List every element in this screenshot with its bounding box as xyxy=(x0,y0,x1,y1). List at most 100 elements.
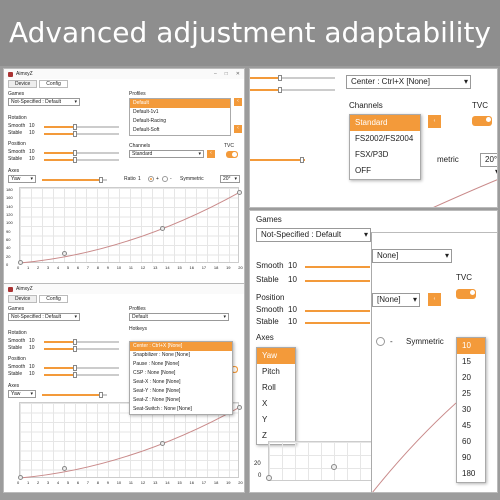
symmetric-select[interactable]: 20° xyxy=(480,153,497,178)
position-stable-slider[interactable] xyxy=(44,157,119,163)
channel-action-button[interactable]: ‹ xyxy=(428,115,441,128)
zoom-slider-mid[interactable] xyxy=(250,157,305,163)
sym-item[interactable]: 10 xyxy=(457,338,485,354)
rotation-stable-slider[interactable] xyxy=(44,346,119,352)
hotkey-item[interactable]: CSP : None [None] xyxy=(133,370,176,376)
sym-item[interactable]: 15 xyxy=(462,357,471,366)
curve-graph[interactable] xyxy=(266,441,372,481)
profile-item[interactable]: Default xyxy=(130,99,230,108)
axis-item[interactable]: Yaw xyxy=(257,348,295,364)
rotation-stable-slider[interactable] xyxy=(305,280,370,282)
hotkey-item[interactable]: Seat-Switch : None [None] xyxy=(133,406,192,412)
axis-item[interactable]: Pitch xyxy=(262,367,280,376)
curve-point[interactable] xyxy=(331,464,337,470)
y-tick: 0 xyxy=(6,261,9,267)
tab-config[interactable]: Config xyxy=(39,295,68,303)
curve-point[interactable] xyxy=(160,441,165,446)
sym-item[interactable]: 60 xyxy=(462,437,471,446)
maximize-icon[interactable]: □ xyxy=(224,71,228,77)
axis-item[interactable]: Roll xyxy=(262,383,276,392)
hotkey-item[interactable]: Pause : None [None] xyxy=(133,361,180,367)
symmetric-select[interactable]: 20° xyxy=(220,175,240,183)
radio-plus[interactable] xyxy=(148,176,154,182)
minimize-icon[interactable]: – xyxy=(213,71,217,77)
profile-item[interactable]: Default-Racing xyxy=(133,118,167,124)
sym-item[interactable]: 30 xyxy=(462,405,471,414)
position-stable-slider[interactable] xyxy=(44,372,119,378)
sym-item[interactable]: 180 xyxy=(462,469,476,478)
curve-point[interactable] xyxy=(237,405,242,410)
curve-graph[interactable] xyxy=(18,402,242,480)
position-stable-value: 10 xyxy=(29,371,35,377)
curve-point[interactable] xyxy=(18,475,23,480)
hotkey-item[interactable]: Seat-Z : None [None] xyxy=(133,397,181,403)
y-tick: 120 xyxy=(6,211,13,217)
sym-item[interactable]: 20 xyxy=(462,373,471,382)
zoom-slider-top[interactable] xyxy=(250,75,335,81)
curve-point[interactable] xyxy=(62,251,67,256)
position-stable-value: 10 xyxy=(288,317,297,326)
axis-item[interactable]: Z xyxy=(262,431,267,440)
games-select[interactable]: Not-Specified : Default xyxy=(8,98,80,106)
radio-minus[interactable] xyxy=(376,337,385,346)
rotation-smooth-slider[interactable] xyxy=(305,266,370,268)
tvc-toggle[interactable] xyxy=(456,289,476,299)
profile-item[interactable]: Default-1v1 xyxy=(133,109,159,115)
hotkey-item[interactable]: Center : Ctrl+X [None] xyxy=(130,342,232,351)
profile-action-button[interactable]: ‹ xyxy=(234,98,242,106)
position-smooth-slider[interactable] xyxy=(305,310,370,312)
rotation-smooth-slider[interactable] xyxy=(44,339,119,345)
channel-item[interactable]: OFF xyxy=(355,166,371,175)
position-smooth-slider[interactable] xyxy=(44,150,119,156)
curve-point[interactable] xyxy=(237,190,242,195)
zoom-slider-top-2[interactable] xyxy=(250,87,335,93)
channel-action-button[interactable]: ‹ xyxy=(428,293,441,306)
curve-point[interactable] xyxy=(18,260,23,265)
ratio-slider[interactable] xyxy=(42,392,107,398)
profiles-select[interactable]: Default xyxy=(129,313,229,321)
channels-select[interactable]: Standard xyxy=(129,150,204,158)
channels-select-partial[interactable]: [None] xyxy=(372,293,420,307)
close-icon[interactable]: ✕ xyxy=(235,71,240,77)
tab-config[interactable]: Config xyxy=(39,80,68,88)
rotation-stable-slider[interactable] xyxy=(44,131,119,137)
position-stable-slider[interactable] xyxy=(305,322,370,324)
x-tick: 15 xyxy=(177,265,182,270)
tvc-label: TVC xyxy=(224,143,234,149)
axis-select[interactable]: Yaw xyxy=(8,390,36,398)
games-select[interactable]: Not-Specified : Default xyxy=(8,313,80,321)
radio-minus[interactable] xyxy=(162,176,168,182)
sym-item[interactable]: 25 xyxy=(462,389,471,398)
tab-device[interactable]: Device xyxy=(8,80,38,88)
x-tick: 18 xyxy=(213,265,219,270)
profile-item[interactable]: Default-Soft xyxy=(133,127,160,133)
stable-label: Stable xyxy=(256,275,279,284)
axis-item[interactable]: Y xyxy=(262,415,268,424)
sym-item[interactable]: 45 xyxy=(462,421,471,430)
rotation-smooth-slider[interactable] xyxy=(44,124,119,130)
hotkey-item[interactable]: Snapbilizer : None [None] xyxy=(133,352,190,358)
axis-select[interactable]: Yaw xyxy=(8,175,36,183)
ratio-slider[interactable] xyxy=(42,177,107,183)
channel-item[interactable]: FSX/P3D xyxy=(355,150,389,159)
curve-point[interactable] xyxy=(266,475,272,481)
hotkey-item[interactable]: Seat-X : None [None] xyxy=(133,379,181,385)
games-select[interactable]: Not-Specified : Default xyxy=(256,228,371,242)
channel-action-button[interactable]: ‹ xyxy=(207,150,215,158)
y-tick: 40 xyxy=(6,245,11,251)
curve-point[interactable] xyxy=(160,226,165,231)
tvc-toggle[interactable] xyxy=(226,151,238,158)
channel-item[interactable]: FS2002/FS2004 xyxy=(355,134,414,143)
profile-action-button-2[interactable]: ‹ xyxy=(234,125,242,133)
axis-item[interactable]: X xyxy=(262,399,268,408)
curve-point[interactable] xyxy=(62,466,67,471)
position-smooth-slider[interactable] xyxy=(44,365,119,371)
hotkey-item[interactable]: Seat-Y : None [None] xyxy=(133,388,181,394)
channel-item[interactable]: Standard xyxy=(350,115,420,131)
hotkey-select-partial[interactable]: None] xyxy=(372,249,452,263)
tvc-toggle[interactable] xyxy=(472,116,492,126)
sym-item[interactable]: 90 xyxy=(462,453,471,462)
hotkey-select[interactable]: Center : Ctrl+X [None] xyxy=(346,75,471,89)
tab-device[interactable]: Device xyxy=(8,295,38,303)
curve-graph[interactable] xyxy=(18,187,242,265)
